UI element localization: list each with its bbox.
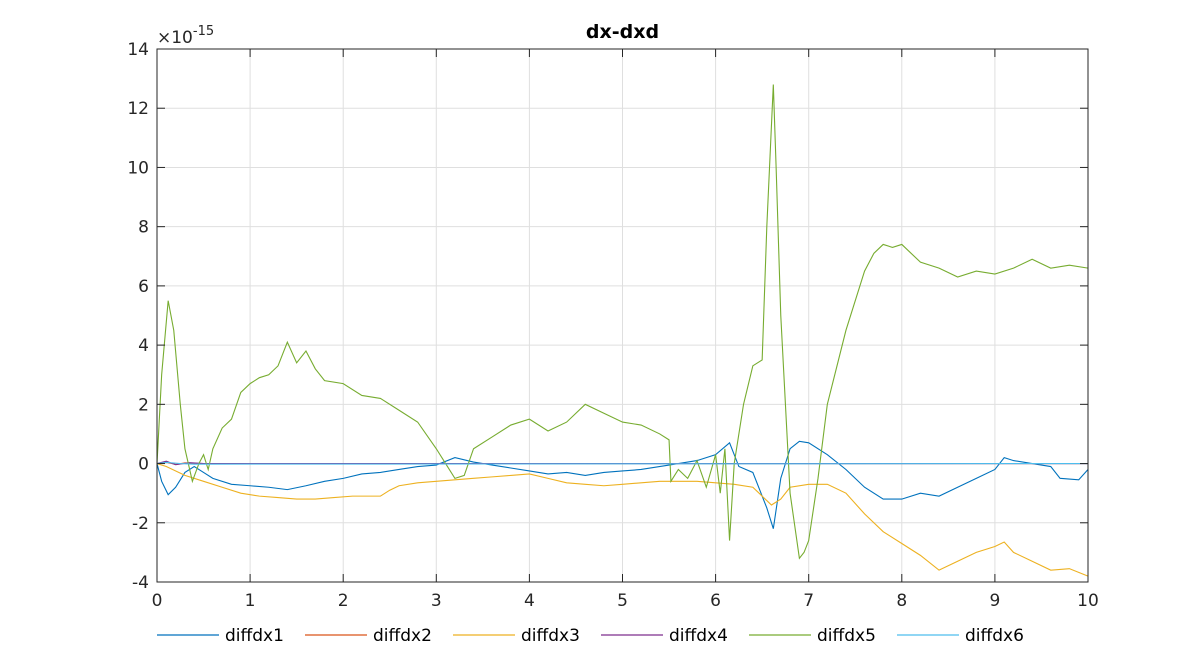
y-exponent-label: ×10-15 <box>157 24 214 48</box>
series-line-diffdx5 <box>156 84 1089 560</box>
x-tick-label: 4 <box>524 591 535 611</box>
ticks <box>156 48 1089 583</box>
legend-label-diffdx5: diffdx5 <box>817 626 876 646</box>
chart-title: dx-dxd <box>586 21 659 43</box>
legend: diffdx1 diffdx2 diffdx3 diffdx4 diffdx5 diffd… <box>157 626 1024 646</box>
x-tick-label: 0 <box>152 591 163 611</box>
x-tick-label: 7 <box>803 591 814 611</box>
y-tick-label: 10 <box>127 158 149 178</box>
y-exponent-power: -15 <box>193 24 214 39</box>
x-tick-label: 1 <box>245 591 256 611</box>
y-tick-label: 8 <box>138 218 149 238</box>
series-layer <box>156 84 1089 577</box>
y-tick-label: 0 <box>138 455 149 475</box>
y-tick-label: 2 <box>138 395 149 415</box>
legend-label-diffdx3: diffdx3 <box>521 626 580 646</box>
legend-label-diffdx2: diffdx2 <box>373 626 432 646</box>
x-tick-label: 2 <box>338 591 349 611</box>
x-tick-label: 5 <box>617 591 628 611</box>
y-tick-label: 12 <box>127 99 149 119</box>
y-tick-label: 4 <box>138 336 149 356</box>
legend-label-diffdx6: diffdx6 <box>965 626 1024 646</box>
series-line-diffdx3 <box>156 463 1089 577</box>
y-exponent-prefix: ×10 <box>157 28 193 48</box>
y-tick-label: 14 <box>127 40 149 60</box>
series-line-diffdx6 <box>156 461 1089 465</box>
x-tick-label: 9 <box>989 591 1000 611</box>
y-tick-label: -2 <box>132 514 149 534</box>
y-tick-label: -4 <box>132 573 149 593</box>
legend-label-diffdx1: diffdx1 <box>225 626 284 646</box>
y-tick-label: 6 <box>138 277 149 297</box>
legend-label-diffdx4: diffdx4 <box>669 626 728 646</box>
x-tick-label: 8 <box>896 591 907 611</box>
x-tick-label: 6 <box>710 591 721 611</box>
x-tick-label: 10 <box>1077 591 1099 611</box>
x-tick-label: 3 <box>431 591 442 611</box>
series-line-diffdx1 <box>156 440 1089 529</box>
